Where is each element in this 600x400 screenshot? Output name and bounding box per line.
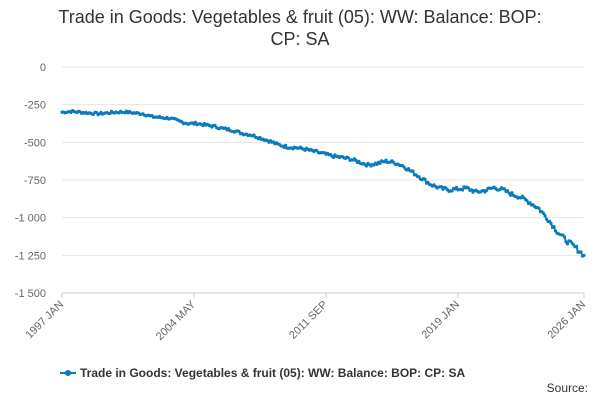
data-point[interactable]	[505, 189, 510, 193]
data-point[interactable]	[423, 177, 427, 181]
y-tick-label: -1 250	[15, 250, 46, 262]
x-tick-label: 1997 JAN	[23, 299, 66, 342]
chart-title: Trade in Goods: Vegetables & fruit (05):…	[0, 6, 600, 50]
y-tick-label: -750	[24, 175, 46, 187]
x-tick-label: 2019 JAN	[419, 299, 462, 342]
data-point[interactable]	[552, 225, 556, 229]
data-point[interactable]	[525, 199, 529, 203]
y-tick-label: -1 000	[15, 213, 46, 225]
x-tick-label: 2026 JAN	[545, 299, 588, 342]
y-tick-label: -250	[24, 100, 46, 112]
data-point[interactable]	[469, 188, 474, 192]
legend-line-marker-icon	[60, 368, 76, 378]
data-point[interactable]	[537, 206, 541, 210]
data-point[interactable]	[549, 221, 553, 225]
y-tick-label: -1 500	[15, 288, 46, 300]
x-axis: 1997 JAN 2004 MAY 2011 SEP 2019 JAN 2026 JAN	[23, 292, 588, 343]
data-point[interactable]	[252, 133, 256, 137]
data-point[interactable]	[450, 189, 454, 193]
series-line	[61, 109, 585, 258]
data-point[interactable]	[439, 185, 444, 189]
data-point[interactable]	[454, 185, 459, 189]
series-layer	[60, 109, 586, 258]
data-point[interactable]	[562, 235, 567, 239]
legend[interactable]: Trade in Goods: Vegetables & fruit (05):…	[60, 366, 465, 380]
data-point[interactable]	[411, 169, 415, 173]
data-point[interactable]	[565, 242, 570, 246]
y-axis-tick-labels: 0 -250 -500 -750 -1 000 -1 250 -1 500	[15, 62, 46, 300]
source-label: Source:	[546, 381, 588, 395]
y-tick-label: 0	[40, 62, 46, 74]
data-point[interactable]	[508, 193, 513, 197]
data-point[interactable]	[541, 211, 546, 215]
data-point[interactable]	[574, 244, 579, 248]
data-point[interactable]	[510, 191, 514, 195]
data-point[interactable]	[364, 164, 369, 168]
chart-title-line-2: CP: SA	[270, 29, 330, 49]
y-tick-label: -500	[24, 137, 46, 149]
data-point[interactable]	[502, 187, 507, 191]
data-point[interactable]	[237, 129, 241, 133]
data-point[interactable]	[417, 175, 421, 179]
data-point[interactable]	[384, 158, 388, 162]
x-tick-label: 2011 SEP	[287, 299, 330, 342]
data-point[interactable]	[579, 250, 583, 254]
x-tick-label: 2004 MAY	[154, 298, 199, 343]
data-point[interactable]	[543, 214, 547, 218]
data-point[interactable]	[466, 186, 471, 190]
data-point[interactable]	[582, 253, 586, 257]
data-point[interactable]	[193, 120, 198, 124]
data-point[interactable]	[460, 188, 465, 192]
grid-lines	[62, 66, 584, 294]
data-point[interactable]	[544, 217, 549, 221]
data-point[interactable]	[378, 161, 382, 165]
data-point[interactable]	[283, 143, 288, 147]
data-point[interactable]	[346, 156, 351, 160]
data-point[interactable]	[528, 201, 532, 205]
legend-series-label: Trade in Goods: Vegetables & fruit (05):…	[80, 366, 466, 380]
data-point[interactable]	[331, 155, 336, 160]
chart-title-line-1: Trade in Goods: Vegetables & fruit (05):…	[58, 7, 542, 27]
